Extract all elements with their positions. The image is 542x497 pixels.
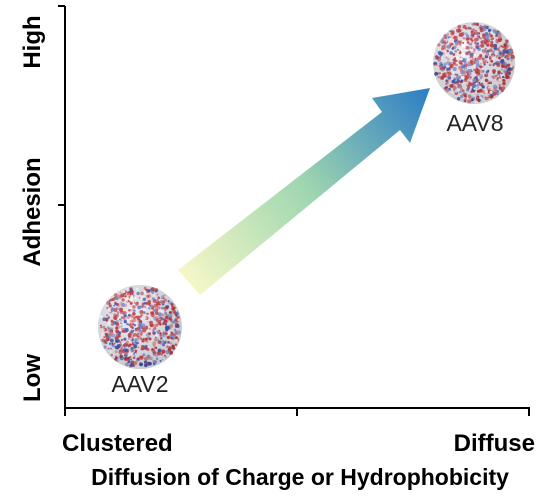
x-axis-right-label: Diffuse <box>454 430 535 457</box>
particle-shading <box>98 285 182 369</box>
particle-aav8 <box>433 22 515 104</box>
particle-label-aav8: AAV8 <box>446 110 503 136</box>
particle-shading <box>433 22 515 104</box>
y-axis-low-label: Low <box>19 354 46 402</box>
particle-label-aav2: AAV2 <box>111 371 168 397</box>
x-axis-title: Diffusion of Charge or Hydrophobicity <box>91 464 509 490</box>
x-axis-left-label: Clustered <box>62 430 173 457</box>
particle-aav2 <box>98 285 182 369</box>
y-axis-title: Adhesion <box>19 157 46 266</box>
axes <box>58 5 530 416</box>
trend-arrow <box>178 88 430 295</box>
y-axis-high-label: High <box>19 15 46 68</box>
